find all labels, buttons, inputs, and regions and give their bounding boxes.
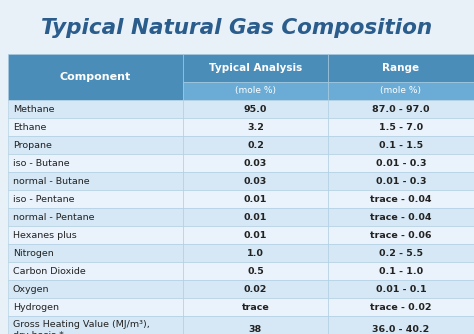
Bar — [183, 54, 328, 82]
Bar — [8, 316, 183, 334]
Bar — [328, 54, 474, 82]
Bar — [328, 226, 474, 244]
Text: 0.03: 0.03 — [244, 176, 267, 185]
Text: Oxygen: Oxygen — [13, 285, 49, 294]
Bar — [328, 82, 474, 100]
Text: normal - Pentane: normal - Pentane — [13, 212, 94, 221]
Bar — [328, 316, 474, 334]
Text: 0.01: 0.01 — [244, 212, 267, 221]
Text: trace - 0.06: trace - 0.06 — [370, 230, 432, 239]
Bar — [328, 190, 474, 208]
Bar — [8, 244, 183, 262]
Bar — [183, 136, 328, 154]
Bar — [328, 208, 474, 226]
Bar — [183, 262, 328, 280]
Bar — [183, 118, 328, 136]
Bar — [183, 244, 328, 262]
Text: 0.2: 0.2 — [247, 141, 264, 150]
Text: Range: Range — [383, 63, 419, 73]
Text: 3.2: 3.2 — [247, 123, 264, 132]
Bar — [8, 280, 183, 298]
Text: 0.03: 0.03 — [244, 159, 267, 167]
Text: iso - Pentane: iso - Pentane — [13, 194, 74, 203]
Bar — [183, 154, 328, 172]
Bar — [8, 172, 183, 190]
Bar — [328, 262, 474, 280]
Text: Carbon Dioxide: Carbon Dioxide — [13, 267, 86, 276]
Bar — [8, 154, 183, 172]
Bar — [183, 100, 328, 118]
Bar — [183, 208, 328, 226]
Text: Component: Component — [60, 72, 131, 82]
Text: Hexanes plus: Hexanes plus — [13, 230, 77, 239]
Text: (mole %): (mole %) — [235, 87, 276, 96]
Text: Ethane: Ethane — [13, 123, 46, 132]
Text: Typical Natural Gas Composition: Typical Natural Gas Composition — [41, 18, 433, 38]
Bar — [8, 262, 183, 280]
Bar — [328, 244, 474, 262]
Text: 38: 38 — [249, 326, 262, 334]
Text: Gross Heating Value (MJ/m³),
dry basis *: Gross Heating Value (MJ/m³), dry basis * — [13, 320, 150, 334]
Text: 0.01 - 0.3: 0.01 - 0.3 — [376, 176, 426, 185]
Text: 1.5 - 7.0: 1.5 - 7.0 — [379, 123, 423, 132]
Bar — [183, 82, 328, 100]
Text: Typical Analysis: Typical Analysis — [209, 63, 302, 73]
Bar — [328, 280, 474, 298]
Text: (mole %): (mole %) — [381, 87, 421, 96]
Text: trace - 0.04: trace - 0.04 — [370, 194, 432, 203]
Bar — [183, 280, 328, 298]
Text: Hydrogen: Hydrogen — [13, 303, 59, 312]
Text: 0.01: 0.01 — [244, 230, 267, 239]
Bar — [328, 154, 474, 172]
Text: normal - Butane: normal - Butane — [13, 176, 90, 185]
Bar — [328, 298, 474, 316]
Bar — [8, 190, 183, 208]
Text: 95.0: 95.0 — [244, 105, 267, 114]
Bar — [183, 298, 328, 316]
Text: 0.2 - 5.5: 0.2 - 5.5 — [379, 248, 423, 258]
Bar — [8, 136, 183, 154]
Text: trace - 0.02: trace - 0.02 — [370, 303, 432, 312]
Bar — [8, 226, 183, 244]
Text: 0.01 - 0.1: 0.01 - 0.1 — [376, 285, 426, 294]
Text: 0.02: 0.02 — [244, 285, 267, 294]
Bar — [183, 226, 328, 244]
Bar — [183, 172, 328, 190]
Bar — [8, 208, 183, 226]
Text: Nitrogen: Nitrogen — [13, 248, 54, 258]
Bar — [8, 298, 183, 316]
Bar — [328, 136, 474, 154]
Text: 0.01 - 0.3: 0.01 - 0.3 — [376, 159, 426, 167]
Text: Propane: Propane — [13, 141, 52, 150]
Bar — [183, 190, 328, 208]
Bar — [8, 118, 183, 136]
Bar — [328, 172, 474, 190]
Text: 0.5: 0.5 — [247, 267, 264, 276]
Bar — [8, 54, 183, 100]
Bar — [328, 100, 474, 118]
Text: trace - 0.04: trace - 0.04 — [370, 212, 432, 221]
Bar — [8, 100, 183, 118]
Bar — [183, 316, 328, 334]
Text: 0.1 - 1.5: 0.1 - 1.5 — [379, 141, 423, 150]
Text: 87.0 - 97.0: 87.0 - 97.0 — [372, 105, 430, 114]
Text: 0.01: 0.01 — [244, 194, 267, 203]
Text: trace: trace — [242, 303, 269, 312]
Text: iso - Butane: iso - Butane — [13, 159, 70, 167]
Bar — [328, 118, 474, 136]
Text: 36.0 - 40.2: 36.0 - 40.2 — [373, 326, 429, 334]
Text: Methane: Methane — [13, 105, 55, 114]
Text: 1.0: 1.0 — [247, 248, 264, 258]
Text: 0.1 - 1.0: 0.1 - 1.0 — [379, 267, 423, 276]
